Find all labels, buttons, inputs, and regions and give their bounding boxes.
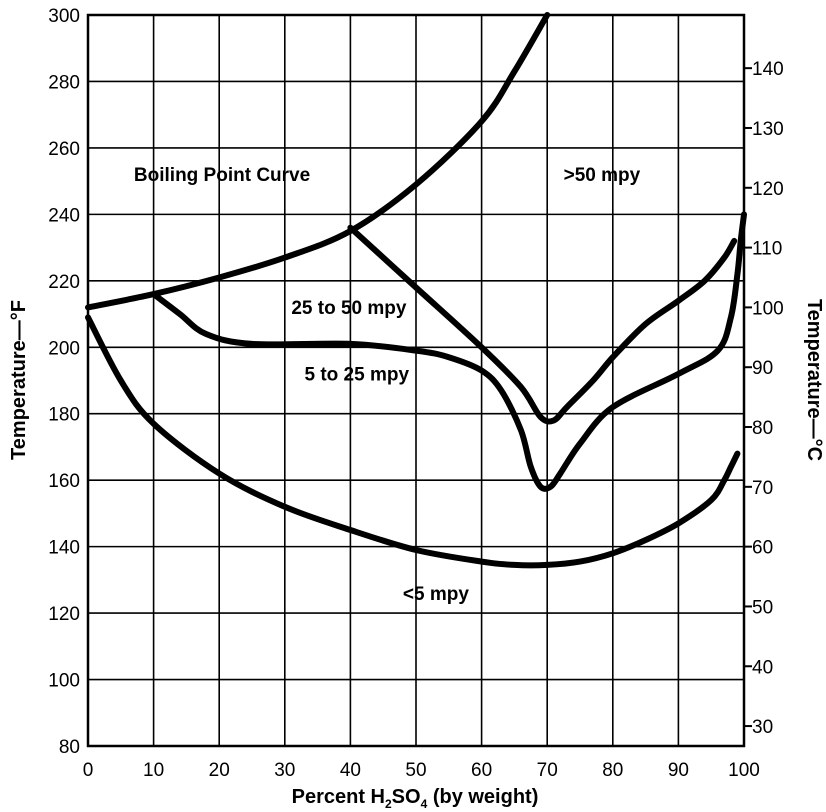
curve-1: [85, 12, 551, 311]
y-tick-label-right: 140: [752, 59, 784, 80]
y-tick-label-left: 180: [48, 405, 80, 426]
y-tick-label-left: 240: [48, 205, 80, 226]
y-tick-label-left: 100: [48, 671, 80, 692]
x-tick-label: 60: [471, 760, 492, 781]
y-tick-label-right: 90: [752, 358, 773, 379]
y-tick-label-right: 60: [752, 538, 773, 559]
x-axis-title-part: Percent H: [292, 786, 385, 808]
y-tick-label-right: 130: [752, 119, 784, 140]
x-tick-label: 100: [728, 760, 760, 781]
y-tick-label-left: 140: [48, 538, 80, 559]
y-tick-label-left: 120: [48, 604, 80, 625]
x-tick-label: 0: [83, 760, 94, 781]
x-tick-label: 90: [668, 760, 689, 781]
axis-ticks: [744, 67, 752, 728]
region-label: 25 to 50 mpy: [291, 298, 407, 319]
y-tick-label-right: 100: [752, 298, 784, 319]
x-axis-title-part: SO: [392, 786, 421, 808]
y-tick-label-right: 30: [752, 717, 773, 738]
y-tick-label-right: 120: [752, 179, 784, 200]
curve-4: [347, 224, 738, 425]
region-label: Boiling Point Curve: [134, 165, 310, 186]
curve-3: [150, 211, 747, 492]
region-label: >50 mpy: [564, 165, 641, 186]
x-tick-label: 10: [143, 760, 164, 781]
region-annotations: Boiling Point Curve >50 mpy 25 to 50 mpy 5 …: [134, 165, 641, 605]
y-tick-label-left: 200: [48, 338, 80, 359]
y-tick-label-left: 280: [48, 72, 80, 93]
curves: [85, 12, 747, 569]
x-axis-title-subscript: 4: [421, 797, 428, 811]
y-tick-label-left: 80: [59, 737, 80, 758]
y-tick-label-left: 300: [48, 6, 80, 27]
y-axis-title-left: Temperature—°F: [8, 300, 30, 460]
y-tick-label-right: 80: [752, 418, 773, 439]
x-tick-label: 50: [405, 760, 426, 781]
y-tick-label-right: 70: [752, 478, 773, 499]
y-axis-title-right: Temperature—°C: [803, 299, 825, 461]
y-tick-label-left: 160: [48, 471, 80, 492]
x-axis-title: Percent H2SO4 (by weight): [292, 786, 539, 811]
y-tick-label-right: 40: [752, 657, 773, 678]
x-tick-label: 30: [274, 760, 295, 781]
y-tick-label-left: 220: [48, 272, 80, 293]
tick-labels: 0 10 20 30 40 50 60 70 80 90 100 80 100 120 140 160 180 2…: [48, 6, 783, 781]
x-tick-label: 80: [602, 760, 623, 781]
y-tick-label-right: 50: [752, 597, 773, 618]
x-axis-title-part: (by weight): [427, 786, 538, 808]
region-label: <5 mpy: [403, 584, 469, 605]
x-tick-label: 20: [209, 760, 230, 781]
plot-frame: [86, 13, 746, 748]
y-tick-label-left: 260: [48, 139, 80, 160]
region-label: 5 to 25 mpy: [304, 365, 409, 386]
y-tick-label-right: 110: [752, 239, 782, 260]
x-tick-label: 70: [537, 760, 558, 781]
x-axis-title-subscript: 2: [385, 797, 392, 811]
x-tick-label: 40: [340, 760, 361, 781]
curve-2: [85, 314, 741, 569]
grid: [88, 15, 744, 746]
